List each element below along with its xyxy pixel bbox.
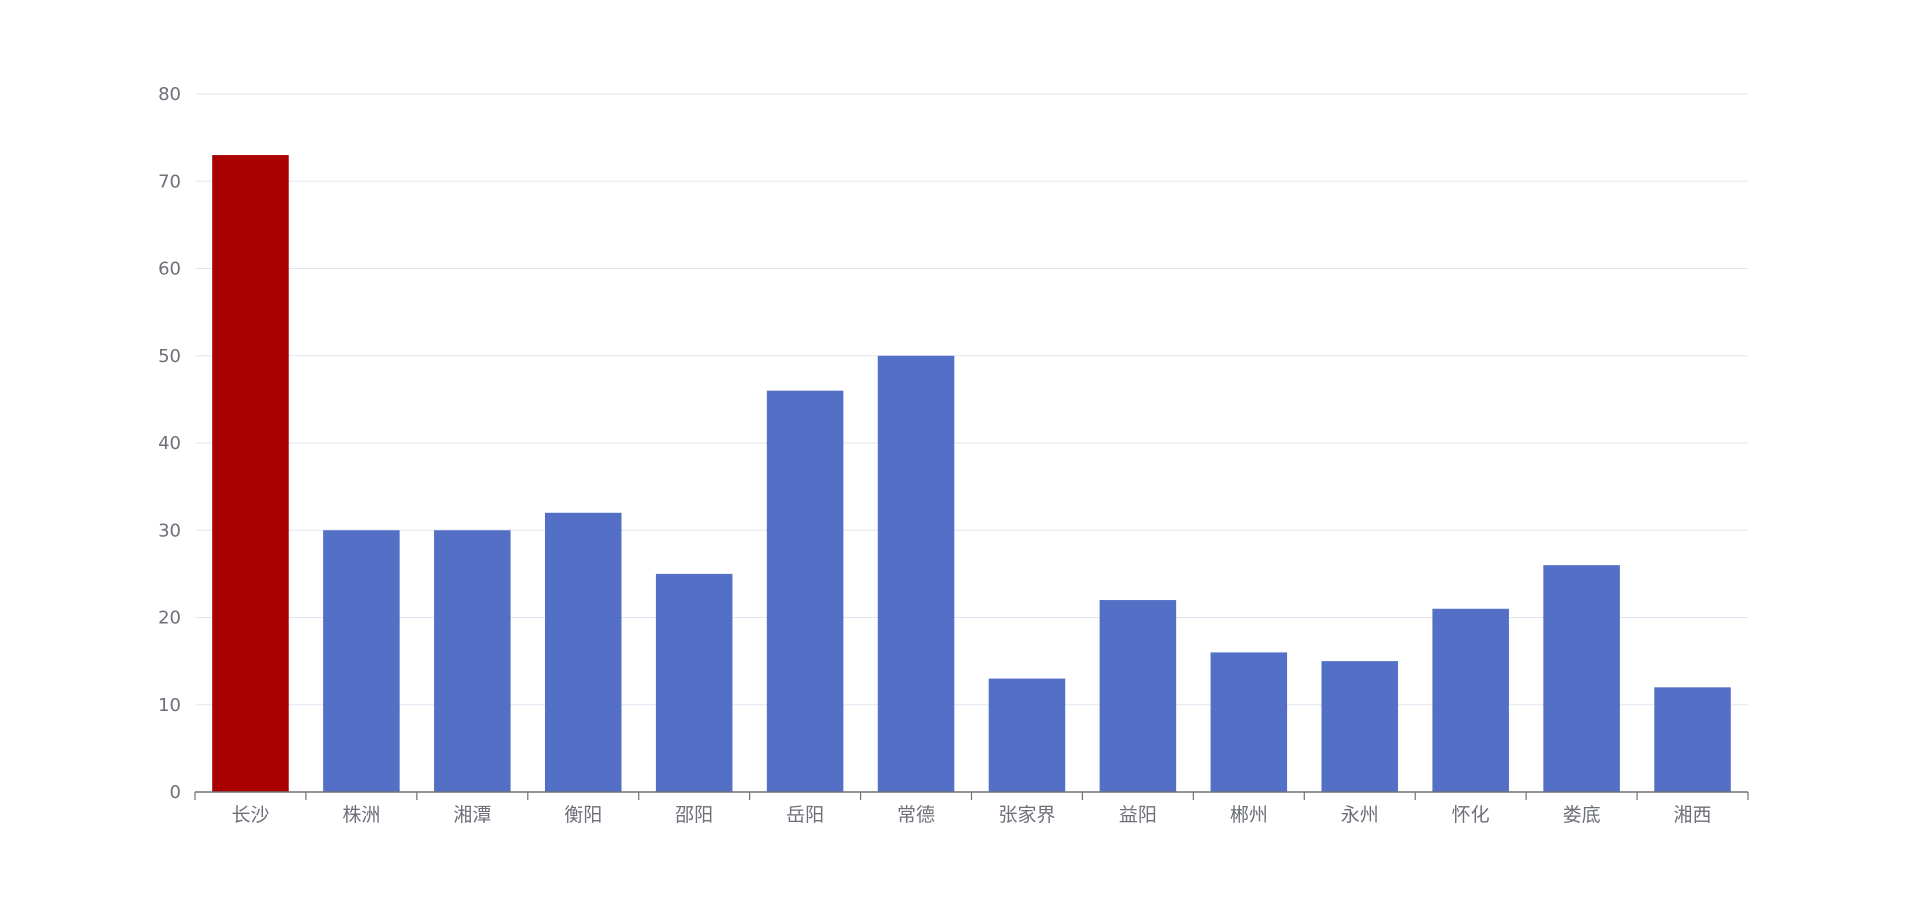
- bar-益阳: [1099, 600, 1177, 792]
- x-tick-label: 岳阳: [786, 804, 824, 826]
- bar-岳阳: [766, 390, 844, 792]
- bar-湘西: [1654, 687, 1731, 792]
- x-tick-label: 益阳: [1119, 804, 1157, 826]
- y-tick-label: 50: [158, 346, 181, 367]
- y-tick-label: 80: [158, 84, 181, 105]
- x-tick-label: 衡阳: [564, 804, 602, 826]
- bar-郴州: [1210, 652, 1288, 792]
- x-tick-label: 永州: [1341, 804, 1379, 826]
- x-tick-label: 湘西: [1674, 804, 1712, 826]
- bar-邵阳: [655, 573, 733, 792]
- y-tick-label: 70: [158, 171, 181, 192]
- bar-湘潭: [434, 530, 511, 792]
- x-tick-labels: 长沙 株洲 湘潭 衡阳 邵阳 岳阳 常德 张家界 益阳 郴州 永州 怀化 娄底 湘西: [231, 804, 1711, 826]
- x-tick-label: 长沙: [231, 804, 269, 826]
- y-tick-label: 20: [158, 608, 181, 629]
- grid-lines: [195, 93, 1748, 706]
- x-tick-label: 郴州: [1230, 804, 1268, 826]
- y-tick-label: 40: [158, 433, 181, 454]
- bar-长沙: [212, 155, 289, 792]
- y-tick-label: 10: [158, 695, 181, 716]
- bars: [212, 155, 1731, 792]
- bar-衡阳: [544, 512, 622, 792]
- y-tick-label: 60: [158, 259, 181, 280]
- x-tick-label: 邵阳: [675, 804, 713, 826]
- y-tick-label: 30: [158, 520, 181, 541]
- x-tick-label: 张家界: [998, 804, 1055, 826]
- x-tick-label: 怀化: [1452, 804, 1490, 826]
- axes: [194, 791, 1749, 800]
- x-tick-label: 常德: [897, 804, 935, 826]
- x-tick-label: 湘潭: [453, 804, 491, 826]
- x-tick-label: 娄底: [1563, 804, 1601, 826]
- y-tick-label: 0: [170, 782, 181, 803]
- bar-张家界: [988, 678, 1066, 792]
- bar-常德: [877, 355, 955, 792]
- bar-永州: [1321, 661, 1399, 792]
- y-tick-labels: 0 10 20 30 40 50 60 70 80: [158, 84, 181, 803]
- x-tick-label: 株洲: [342, 804, 380, 826]
- bar-株洲: [323, 530, 400, 792]
- bar-怀化: [1432, 608, 1509, 792]
- bar-娄底: [1543, 565, 1620, 792]
